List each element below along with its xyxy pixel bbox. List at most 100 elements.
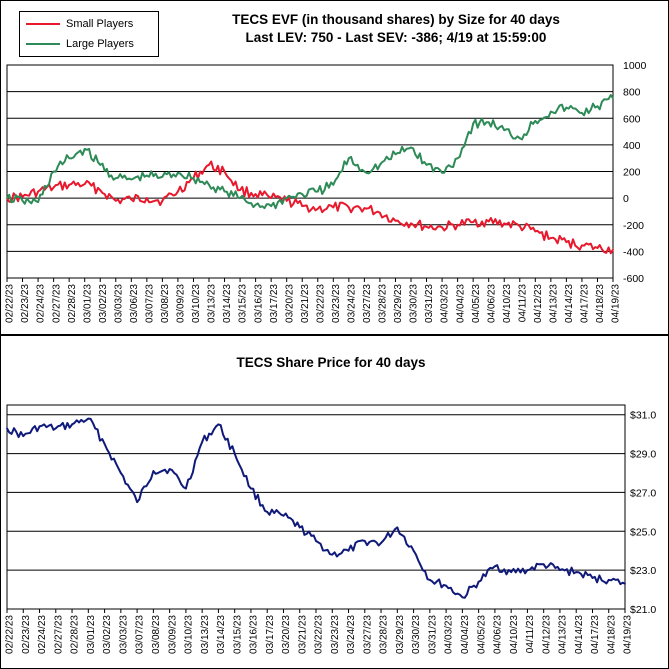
share-price-point xyxy=(331,553,334,556)
x-tick-label: 02/22/23 xyxy=(5,284,16,323)
large-players-point xyxy=(379,163,381,166)
small-players-point xyxy=(425,225,428,228)
share-price-point xyxy=(266,510,269,513)
share-price-point xyxy=(103,442,106,445)
x-tick-label: 02/28/23 xyxy=(67,284,78,323)
x-tick-label: 03/03/23 xyxy=(118,615,129,654)
large-players-point xyxy=(6,197,8,200)
x-tick-label: 04/14/23 xyxy=(564,284,575,323)
share-price-point xyxy=(591,577,594,579)
x-tick-label: 03/27/23 xyxy=(362,284,373,323)
x-tick-label: 03/22/23 xyxy=(314,615,325,654)
x-tick-label: 04/19/23 xyxy=(611,284,622,323)
legend-item-small-players: Small Players xyxy=(26,15,133,33)
x-tick-label: 03/07/23 xyxy=(135,615,146,654)
small-players-point xyxy=(332,206,335,209)
x-tick-label: 03/10/23 xyxy=(191,284,202,323)
small-players-line xyxy=(6,160,614,255)
share-price-point xyxy=(624,582,626,585)
share-price-point xyxy=(412,549,415,552)
large-players-point xyxy=(332,183,335,186)
large-players-point xyxy=(347,157,350,160)
large-players-point xyxy=(410,146,412,149)
small-players-point xyxy=(270,197,273,200)
x-tick-label: 04/05/23 xyxy=(471,284,482,323)
evf-chart-title: TECS EVF (in thousand shares) by Size fo… xyxy=(232,12,560,27)
x-tick-label: 03/01/23 xyxy=(86,615,97,654)
share-price-point xyxy=(282,514,285,517)
x-tick-label: 04/03/23 xyxy=(440,284,451,323)
x-tick-label: 02/27/23 xyxy=(51,284,62,323)
legend-swatch-small xyxy=(26,23,60,25)
x-tick-label: 03/09/23 xyxy=(167,615,178,654)
x-tick-label: 03/31/23 xyxy=(427,615,438,654)
y-tick-label: $23.0 xyxy=(630,565,656,577)
x-tick-label: 03/14/23 xyxy=(222,284,233,323)
large-players-point xyxy=(549,110,552,113)
x-tick-label: 02/28/23 xyxy=(70,615,81,654)
x-tick-label: 04/04/23 xyxy=(455,284,466,323)
large-players-point xyxy=(239,197,241,200)
x-tick-label: 03/16/23 xyxy=(249,615,260,654)
share-price-point xyxy=(607,578,610,581)
small-players-point xyxy=(37,190,39,193)
x-tick-label: 03/15/23 xyxy=(238,284,249,323)
share-price-point xyxy=(119,472,122,474)
x-tick-label: 03/17/23 xyxy=(269,284,280,323)
x-tick-label: 03/29/23 xyxy=(395,615,406,654)
x-tick-label: 02/27/23 xyxy=(53,615,64,654)
share-price-point xyxy=(428,578,431,581)
x-tick-label: 04/11/23 xyxy=(517,284,528,323)
y-tick-label: $27.0 xyxy=(630,487,656,499)
x-tick-label: 02/24/23 xyxy=(36,284,47,323)
small-players-point xyxy=(581,244,583,247)
small-players-point xyxy=(379,211,381,214)
price-chart-panel: TECS Share Price for 40 days $21.0 $23.0 $… xyxy=(0,335,669,669)
y-tick-label: $29.0 xyxy=(630,449,656,461)
x-tick-label: 03/24/23 xyxy=(346,615,357,654)
x-tick-label: 04/17/23 xyxy=(590,615,601,654)
large-players-point xyxy=(425,163,428,166)
x-tick-label: 03/03/23 xyxy=(113,284,124,323)
small-players-point xyxy=(83,183,86,186)
large-players-point xyxy=(130,178,133,181)
small-players-point xyxy=(410,222,412,225)
small-players-point xyxy=(114,199,117,202)
x-tick-label: 03/02/23 xyxy=(98,284,109,323)
evf-chart-panel: TECS EVF (in thousand shares) by Size fo… xyxy=(0,0,669,335)
large-players-point xyxy=(518,137,521,140)
small-players-point xyxy=(456,223,459,226)
small-players-point xyxy=(534,230,537,233)
x-tick-label: 03/20/23 xyxy=(281,615,292,654)
x-tick-label: 03/24/23 xyxy=(346,284,357,323)
large-players-point xyxy=(534,120,537,122)
large-players-point xyxy=(487,121,490,124)
share-price-point xyxy=(22,435,25,437)
y-tick-label: -400 xyxy=(623,246,644,258)
share-price-point xyxy=(575,571,578,573)
x-tick-label: 04/06/23 xyxy=(486,284,497,323)
y-tick-label: $31.0 xyxy=(630,410,656,422)
share-price-point xyxy=(526,569,529,572)
share-price-point xyxy=(54,427,57,430)
x-tick-label: 03/27/23 xyxy=(362,615,373,654)
small-players-point xyxy=(68,183,71,186)
x-tick-label: 03/20/23 xyxy=(284,284,295,323)
evf-chart-subtitle: Last LEV: 750 - Last SEV: -386; 4/19 at … xyxy=(245,30,547,45)
large-players-point xyxy=(285,197,288,200)
legend-swatch-large xyxy=(26,43,60,45)
x-tick-label: 03/13/23 xyxy=(200,615,211,654)
x-tick-label: 03/13/23 xyxy=(207,284,218,323)
share-price-point xyxy=(396,526,399,529)
small-players-point xyxy=(612,248,614,251)
x-tick-label: 04/18/23 xyxy=(595,284,606,323)
small-players-point xyxy=(347,206,350,209)
x-tick-label: 04/03/23 xyxy=(444,615,455,654)
x-tick-label: 04/10/23 xyxy=(509,615,520,654)
small-players-point xyxy=(596,247,599,249)
legend-label-large: Large Players xyxy=(66,38,134,50)
legend-item-large-players: Large Players xyxy=(26,35,134,53)
share-price-point xyxy=(152,470,155,472)
y-tick-label: 600 xyxy=(623,113,641,125)
large-players-point xyxy=(596,105,599,108)
